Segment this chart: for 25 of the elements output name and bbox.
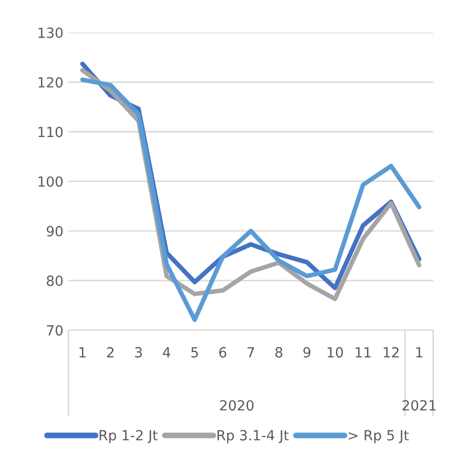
y-tick-label: 100 (38, 176, 63, 187)
x-tick-label: 7 (248, 347, 254, 358)
x-tick-label: 3 (135, 347, 142, 358)
x-tick-label: 2 (107, 347, 114, 358)
x-tick-label: 1 (416, 347, 422, 358)
legend-label: Rp 3.1-4 Jt (218, 430, 289, 444)
text: 2020 (220, 400, 254, 411)
legend-label: > Rp 5 Jt (348, 430, 409, 444)
y-tick-label: 80 (46, 276, 63, 286)
x-tick-label: 5 (191, 347, 198, 358)
x-tick-label: 6 (219, 347, 226, 358)
x-tick-label: 4 (162, 347, 170, 358)
y-tick-label: 120 (38, 77, 63, 88)
x-tick-label: 1 (80, 347, 86, 358)
x-tick-label: 10 (328, 347, 343, 358)
text: 2021 (402, 400, 436, 411)
y-tick-label: 70 (47, 325, 63, 336)
legend-label: Rp 1-2 Jt (100, 430, 158, 444)
x-tick-label: 9 (303, 347, 310, 358)
x-tick-label: 8 (275, 347, 282, 358)
y-tick-label: 110 (38, 126, 63, 138)
x-tick-label: 11 (356, 347, 371, 358)
y-tick-label: 90 (46, 226, 63, 236)
y-tick-label: 130 (38, 28, 63, 38)
x-tick-label: 12 (384, 347, 399, 358)
